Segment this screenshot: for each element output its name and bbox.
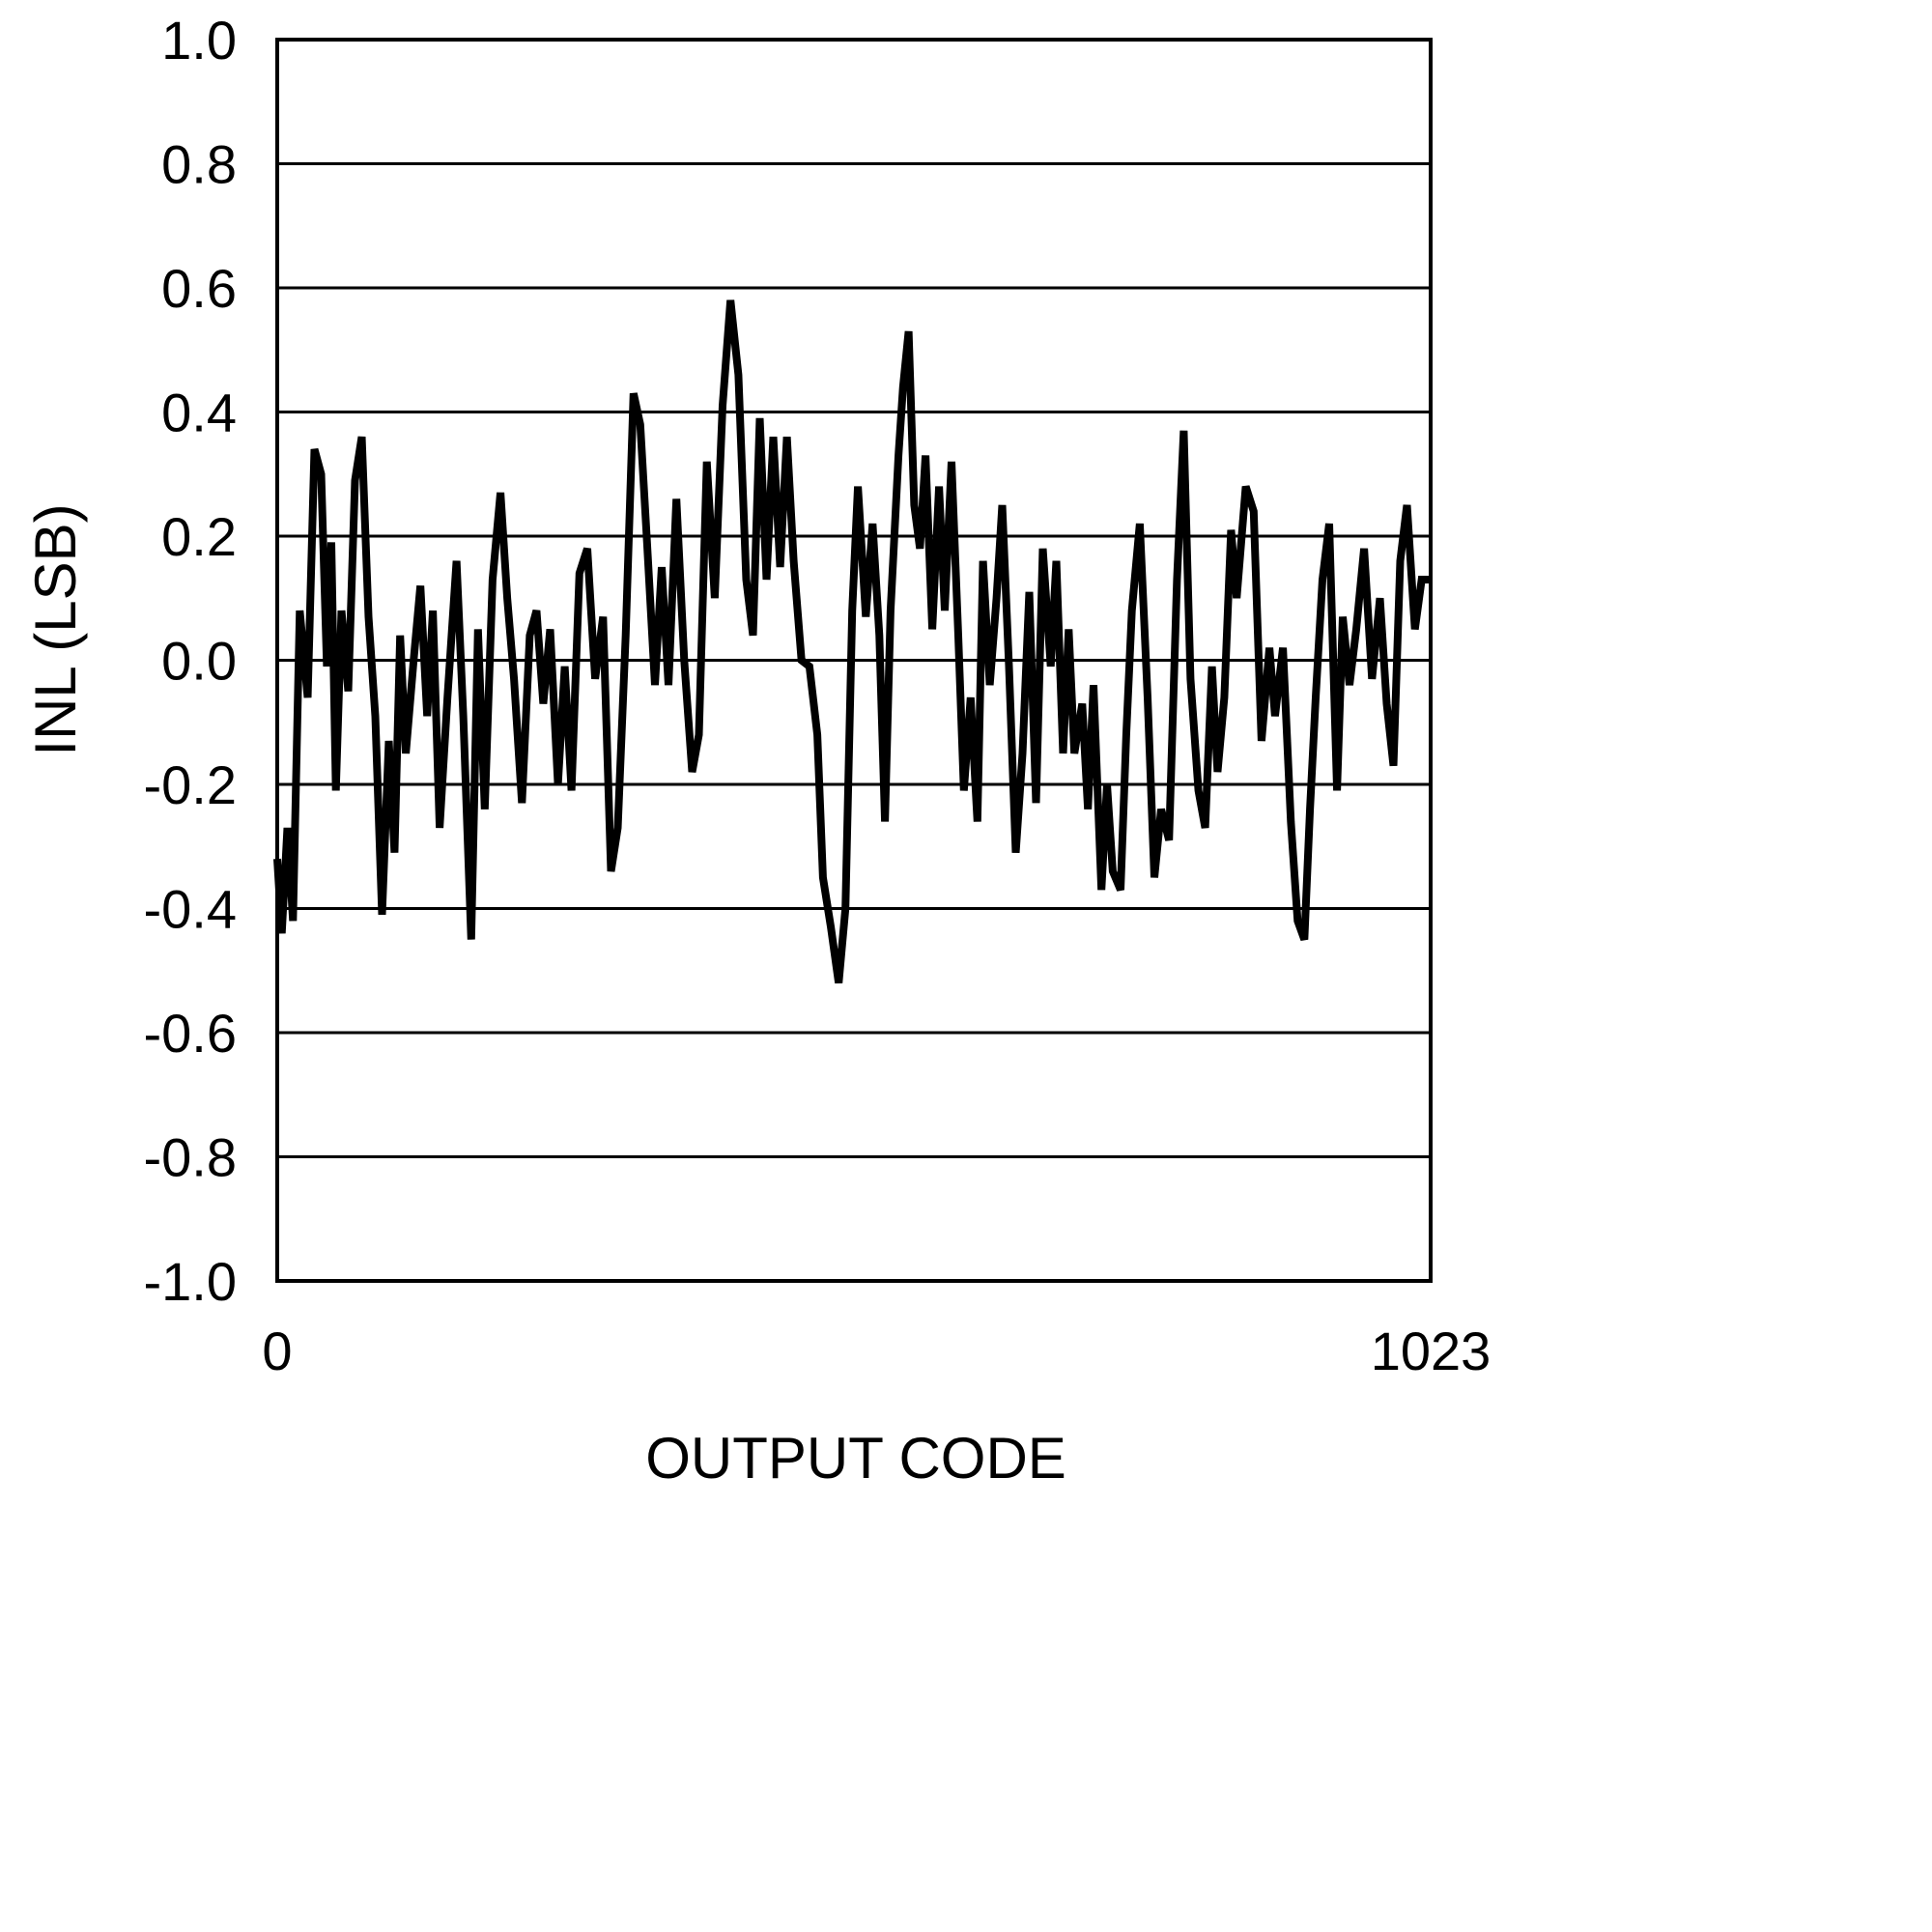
y-tick-label: 0.0 (161, 631, 237, 692)
y-tick-label: -1.0 (144, 1251, 238, 1312)
inl-series-line (273, 299, 1431, 984)
y-axis-label: INL (LSB) (23, 503, 88, 755)
series-layer (273, 299, 1431, 984)
y-tick-label: 1.0 (161, 10, 237, 71)
y-tick-label: -0.4 (144, 879, 238, 940)
y-tick-label: 0.8 (161, 134, 237, 195)
x-tick-label-1023: 1023 (1371, 1321, 1492, 1381)
y-tick-label: -0.8 (144, 1127, 238, 1188)
y-tick-label: 0.2 (161, 506, 237, 567)
y-tick-label: -0.2 (144, 754, 238, 815)
y-tick-label: -0.6 (144, 1003, 238, 1064)
x-axis-label: OUTPUT CODE (645, 1426, 1066, 1491)
y-tick-label: 0.6 (161, 258, 237, 319)
inl-chart: 1.0 0.8 0.6 0.4 0.2 0.0 -0.2 -0.4 -0.6 -0.8 -1.0 0… (23, 10, 1492, 1491)
plot-frame (275, 38, 1433, 1283)
y-tick-labels: 1.0 0.8 0.6 0.4 0.2 0.0 -0.2 -0.4 -0.6 -0.8 -1.0 (144, 10, 238, 1312)
y-tick-label: 0.4 (161, 383, 237, 443)
x-tick-label-0: 0 (262, 1321, 292, 1381)
